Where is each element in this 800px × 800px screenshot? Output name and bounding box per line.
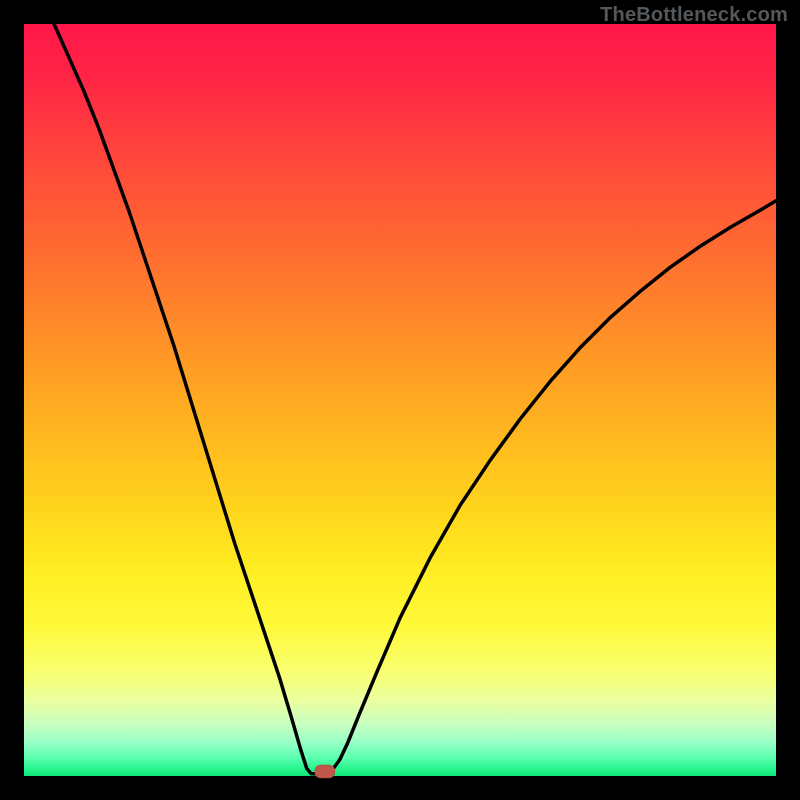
plot-background <box>24 24 776 776</box>
chart-stage: TheBottleneck.com <box>0 0 800 800</box>
bottleneck-chart-svg <box>0 0 800 800</box>
watermark-label: TheBottleneck.com <box>600 4 788 27</box>
sweet-spot-marker <box>315 765 335 778</box>
